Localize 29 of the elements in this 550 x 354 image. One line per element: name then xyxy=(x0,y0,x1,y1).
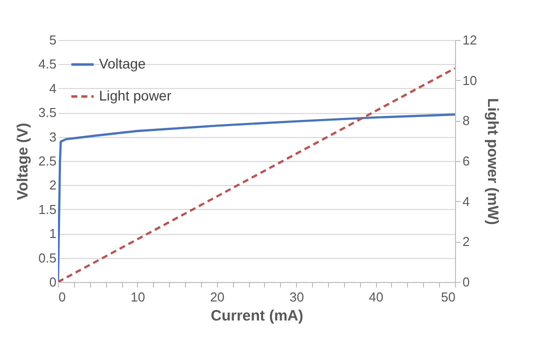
x-tick-label: 40 xyxy=(368,290,384,304)
y-tick-label: 4.5 xyxy=(38,56,56,72)
y-tick-label: 4 xyxy=(49,80,56,96)
x-tick-label: 50 xyxy=(441,290,456,304)
y2-tick-label: 8 xyxy=(462,113,470,128)
y2-tick-label: 2 xyxy=(462,234,470,250)
y-tick-label: 3 xyxy=(49,129,56,144)
x-tick-label: 30 xyxy=(289,290,304,304)
legend-label: Light power xyxy=(99,88,172,104)
y-axis-title: Voltage (V) xyxy=(14,122,32,200)
y-tick-label: 0.5 xyxy=(38,250,56,266)
legend-label: Voltage xyxy=(99,56,146,72)
y2-tick-label: 0 xyxy=(462,274,470,290)
y2-tick-label: 4 xyxy=(462,194,470,209)
y-tick-label: 5 xyxy=(49,32,56,48)
y-tick-label: 0 xyxy=(49,274,56,290)
x-tick-label: 10 xyxy=(130,290,146,304)
y2-tick-label: 12 xyxy=(462,32,477,48)
y-tick-label: 1 xyxy=(49,226,56,242)
x-tick-label: 20 xyxy=(210,290,225,304)
x-tick-label: 0 xyxy=(58,290,66,304)
y2-tick-label: 10 xyxy=(462,72,477,88)
y-tick-label: 2 xyxy=(49,178,56,193)
y-tick-label: 2.5 xyxy=(38,154,56,168)
y-tick-label: 1.5 xyxy=(38,202,56,217)
y2-axis-title: Light power (mW) xyxy=(484,98,501,225)
y2-tick-label: 6 xyxy=(462,154,470,168)
y-tick-label: 3.5 xyxy=(38,105,56,120)
x-axis-title: Current (mA) xyxy=(210,308,304,324)
